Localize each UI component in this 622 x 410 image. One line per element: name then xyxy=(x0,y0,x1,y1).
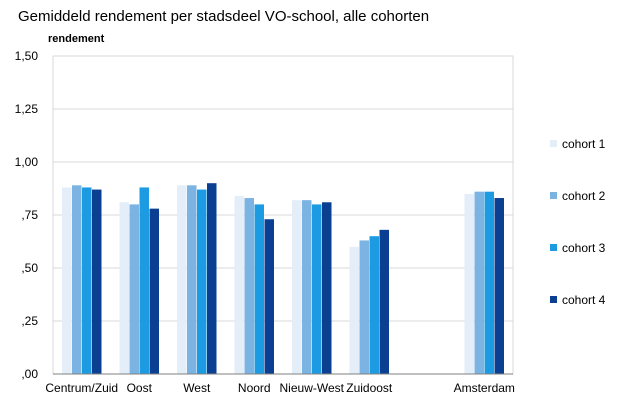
legend-label: cohort 3 xyxy=(562,241,606,255)
x-tick-label: West xyxy=(183,381,211,395)
x-tick-label: Noord xyxy=(238,381,271,395)
legend-swatch xyxy=(550,296,557,303)
bar xyxy=(254,204,264,374)
legend-label: cohort 2 xyxy=(562,189,606,203)
bar xyxy=(484,191,494,374)
bar xyxy=(322,202,332,374)
x-tick-label: Zuidoost xyxy=(346,381,393,395)
bar xyxy=(292,200,302,374)
bar xyxy=(149,208,159,374)
bar xyxy=(197,189,207,374)
bar xyxy=(92,189,102,374)
axes: ,00 ,25 ,50 ,75 1,00 1,25 1,50 Centrum/Zuid Oost… xyxy=(15,49,515,395)
x-tick-label: Oost xyxy=(127,381,153,395)
bar xyxy=(119,202,129,374)
bar xyxy=(312,204,322,374)
bar xyxy=(494,198,504,374)
bars xyxy=(62,183,504,374)
bar xyxy=(82,187,92,374)
x-tick-label: Centrum/Zuid xyxy=(45,381,118,395)
bar xyxy=(302,200,312,374)
y-tick-label: 1,00 xyxy=(15,155,39,169)
bar xyxy=(349,246,359,374)
y-tick-label: ,25 xyxy=(21,314,38,328)
bar xyxy=(369,236,379,374)
legend-label: cohort 1 xyxy=(562,137,606,151)
y-axis-label: rendement xyxy=(48,33,105,45)
bar xyxy=(129,204,139,374)
bar xyxy=(139,187,149,374)
bar xyxy=(379,229,389,374)
legend-label: cohort 4 xyxy=(562,293,606,307)
legend-swatch xyxy=(550,244,557,251)
bar xyxy=(207,183,217,374)
bar xyxy=(474,191,484,374)
bar xyxy=(187,185,197,374)
bar xyxy=(359,240,369,374)
y-tick-label: 1,50 xyxy=(15,49,39,63)
x-tick-label: Amsterdam xyxy=(454,381,515,395)
bar xyxy=(234,195,244,374)
legend-swatch xyxy=(550,192,557,199)
y-tick-label: 1,25 xyxy=(15,102,39,116)
bar xyxy=(62,187,72,374)
legend-swatch xyxy=(550,140,557,147)
y-tick-label: ,50 xyxy=(21,261,38,275)
legend: cohort 1 cohort 2 cohort 3 cohort 4 xyxy=(550,137,606,307)
x-tick-label: Nieuw-West xyxy=(280,381,345,395)
bar xyxy=(177,185,187,374)
bar xyxy=(244,198,254,374)
y-tick-label: ,75 xyxy=(21,208,38,222)
chart-title: Gemiddeld rendement per stadsdeel VO-sch… xyxy=(18,8,430,25)
bar xyxy=(464,193,474,374)
bar xyxy=(72,185,82,374)
y-tick-label: ,00 xyxy=(21,367,38,381)
bar xyxy=(264,219,274,374)
